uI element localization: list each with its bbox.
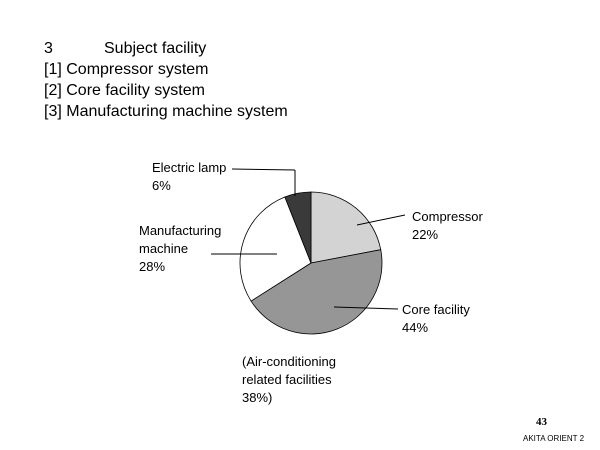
- footer-text: AKITA ORIENT 2: [523, 434, 585, 443]
- label-electric-lamp-name: Electric lamp: [152, 160, 227, 175]
- bullet-item-core-facility-system: [2] Core facility system: [44, 82, 205, 99]
- pie-slices: [239, 191, 383, 335]
- pie-slice-manufacturing-machine: [239, 196, 312, 302]
- section-title-line: 3 Subject facility: [44, 38, 288, 59]
- label-electric-lamp: Electric lamp 6%: [152, 159, 226, 195]
- bullet-item-manufacturing-system: [3] Manufacturing machine system: [44, 103, 288, 120]
- pie-slice-electric-lamp: [284, 191, 312, 264]
- label-manufacturing-name-line1: Manufacturing: [139, 223, 222, 238]
- leader-line-compressor: [356, 214, 406, 226]
- label-compressor-name: Compressor: [412, 209, 483, 224]
- label-compressor-value: 22%: [412, 227, 439, 242]
- leader-line-electric-lamp: [231, 168, 296, 171]
- label-manufacturing-value: 28%: [139, 259, 166, 274]
- label-electric-lamp-value: 6%: [152, 178, 171, 193]
- label-manufacturing: Manufacturing machine 28%: [139, 222, 221, 276]
- label-compressor: Compressor 22%: [412, 208, 483, 244]
- section-number: 3: [44, 40, 53, 57]
- label-manufacturing-name-line2: machine: [139, 241, 189, 256]
- annotation-line-2: related facilities: [242, 372, 332, 387]
- annotation-air-conditioning: (Air-conditioning related facilities 38%…: [242, 353, 336, 407]
- page-number: 43: [536, 416, 547, 428]
- label-core-facility: Core facility 44%: [402, 301, 470, 337]
- bullet-item-compressor-system: [1] Compressor system: [44, 61, 209, 78]
- leader-lines: [211, 168, 406, 310]
- annotation-line-3: 38%): [242, 390, 273, 405]
- label-core-facility-value: 44%: [402, 320, 429, 335]
- pie-slice-core-facility: [250, 249, 383, 335]
- leader-line-core-facility: [333, 306, 399, 310]
- pie-slice-compressor: [310, 191, 382, 264]
- annotation-line-1: (Air-conditioning: [242, 354, 336, 369]
- label-core-facility-name: Core facility: [402, 302, 470, 317]
- section-title: Subject facility: [104, 40, 207, 57]
- slide-heading: 3 Subject facility [1] Compressor system …: [44, 38, 288, 122]
